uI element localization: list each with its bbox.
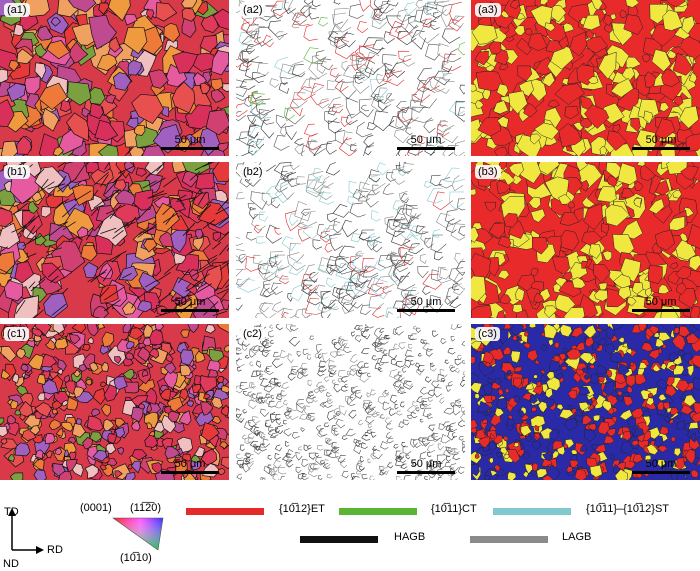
st-swatch — [493, 508, 571, 515]
axes-indicator: TD RD ND — [0, 500, 70, 571]
hagb-label: HAGB — [394, 531, 426, 543]
ipf-color-key: (0001) (11̅2̅0) (10̅10) — [80, 500, 190, 571]
ct-label: {10̅11}CT — [431, 503, 477, 515]
panel-label: (b1) — [4, 165, 30, 179]
scale-bar: 50 μm — [161, 134, 219, 150]
td-label: TD — [4, 506, 19, 518]
boundary-map — [236, 324, 465, 480]
panel-label: (a1) — [4, 3, 30, 17]
scale-bar: 50 μm — [397, 458, 455, 474]
lagb-swatch — [470, 536, 548, 543]
panel-c3: (c3) 50 μm — [471, 324, 700, 480]
ipf-key-0001-label: (0001) — [80, 502, 112, 514]
et-label: {10̅12}ET — [279, 503, 325, 515]
ipf-map — [0, 162, 229, 318]
boundary-map — [236, 162, 465, 318]
panel-label: (c3) — [475, 327, 500, 341]
scale-bar: 50 μm — [161, 296, 219, 312]
panel-label: (a2) — [240, 3, 266, 17]
scale-bar: 50 μm — [632, 458, 690, 474]
panel-b1: (b1) 50 μm — [0, 162, 229, 318]
panel-c1: (c1) 50 μm — [0, 324, 229, 480]
scale-bar: 50 μm — [632, 134, 690, 150]
panel-b2: (b2) 50 μm — [236, 162, 465, 318]
panel-c2: (c2) 50 μm — [236, 324, 465, 480]
axes-arrows-icon — [8, 508, 44, 554]
panel-label: (b3) — [475, 165, 501, 179]
st-label: {10̅11}–{10̅12}ST — [586, 503, 669, 515]
nd-label: ND — [3, 558, 19, 570]
panel-label: (c1) — [4, 327, 29, 341]
scale-bar: 50 μm — [397, 296, 455, 312]
phase-map — [471, 162, 700, 318]
ipf-key-11-20-label: (11̅2̅0) — [130, 502, 161, 514]
ipf-triangle-icon — [112, 517, 164, 551]
phase-map — [471, 0, 700, 156]
ct-swatch — [339, 508, 417, 515]
et-swatch — [186, 508, 264, 515]
ipf-key-10-10-label: (10̅10) — [120, 552, 152, 564]
phase-map — [471, 324, 700, 480]
panel-b3: (b3) 50 μm — [471, 162, 700, 318]
panel-label: (a3) — [475, 3, 501, 17]
scale-bar: 50 μm — [161, 458, 219, 474]
rd-label: RD — [47, 544, 63, 556]
ipf-map — [0, 0, 229, 156]
ipf-map — [0, 324, 229, 480]
panel-a2: (a2) 50 μm — [236, 0, 465, 156]
panel-label: (c2) — [240, 327, 265, 341]
panel-a3: (a3) 50 μm — [471, 0, 700, 156]
hagb-swatch — [300, 536, 378, 543]
panel-a1: (a1) 50 μm — [0, 0, 229, 156]
scale-bar: 50 μm — [397, 134, 455, 150]
scale-bar: 50 μm — [632, 296, 690, 312]
boundary-map — [236, 0, 465, 156]
lagb-label: LAGB — [562, 531, 592, 543]
panel-label: (b2) — [240, 165, 266, 179]
